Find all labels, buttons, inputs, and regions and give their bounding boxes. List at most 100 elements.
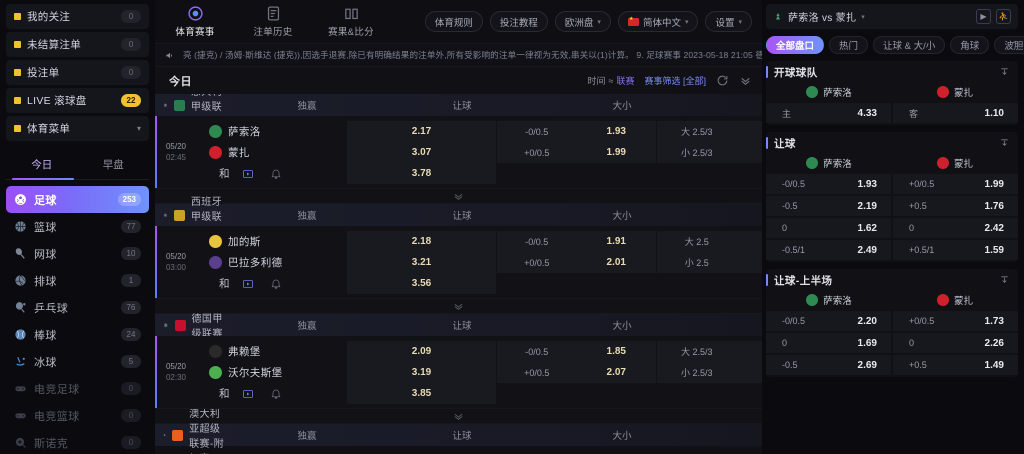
odds-total-under[interactable]: 小 2.5/3 1.95 xyxy=(657,142,762,163)
nav-item-0[interactable]: 体育赛事 xyxy=(167,5,223,38)
market-tab-4[interactable]: 波胆 xyxy=(994,36,1024,54)
odds-handicap-away[interactable]: +0/0.5 2.07 xyxy=(497,362,657,383)
market-header[interactable]: 让球-上半场 xyxy=(766,269,1018,291)
bell-icon[interactable] xyxy=(270,168,282,180)
odds-win-draw[interactable]: 3.56 xyxy=(347,273,497,294)
bell-icon[interactable] xyxy=(163,100,168,110)
video-stream-button[interactable]: ▶ xyxy=(976,9,991,24)
odds-total-over[interactable]: 大 2.5/3 1.87 xyxy=(657,341,762,362)
odds-win-draw[interactable]: 3.78 xyxy=(347,163,497,184)
bell-icon[interactable] xyxy=(163,430,166,440)
quick-link-4[interactable]: 体育菜单 ▾ xyxy=(6,116,149,141)
collapse-all-icon[interactable] xyxy=(739,74,752,87)
odds-handicap-home[interactable]: -0/0.5 1.85 xyxy=(497,341,657,362)
market-odds-cell[interactable]: 0 1.69 xyxy=(766,333,891,353)
odds-total-over[interactable]: 大 2.5/3 1.95 xyxy=(657,121,762,142)
video-stream-icon[interactable] xyxy=(242,168,254,180)
home-team[interactable]: 萨索洛 xyxy=(197,124,347,139)
home-team[interactable]: 弗赖堡 xyxy=(197,344,347,359)
sports-rules-pill[interactable]: 体育规则 xyxy=(424,11,483,32)
odds-handicap-away[interactable]: +0/0.5 1.99 xyxy=(497,142,657,163)
market-tab-1[interactable]: 热门 xyxy=(829,36,869,54)
sidebar-item-baseball[interactable]: 棒球 24 xyxy=(6,321,149,348)
expand-match-button[interactable] xyxy=(155,189,762,204)
odds-win-home[interactable]: 2.18 xyxy=(347,231,497,252)
video-stream-icon[interactable] xyxy=(242,278,254,290)
day-tab-1[interactable]: 早盘 xyxy=(102,159,124,171)
market-odds-cell[interactable]: 客 1.10 xyxy=(893,103,1018,123)
market-tab-3[interactable]: 角球 xyxy=(950,36,990,54)
bell-icon[interactable] xyxy=(163,210,168,220)
nav-item-2[interactable]: 赛果&比分 xyxy=(323,5,379,38)
sidebar-item-snooker[interactable]: 斯诺克 0 xyxy=(6,429,149,454)
refresh-icon[interactable] xyxy=(716,74,729,87)
odds-win-away[interactable]: 3.21 xyxy=(347,252,497,273)
bell-icon[interactable] xyxy=(270,388,282,400)
sidebar-item-esports-basketball[interactable]: 电竞篮球 0 xyxy=(6,402,149,429)
league-header[interactable]: 德国甲级联赛 独赢 让球 大小 xyxy=(155,314,762,340)
away-team[interactable]: 沃尔夫斯堡 xyxy=(197,365,347,380)
pin-icon[interactable] xyxy=(999,275,1010,286)
odds-format-pill[interactable]: 欧洲盘 ▾ xyxy=(554,11,611,32)
sidebar-item-table-tennis[interactable]: 乒乓球 76 xyxy=(6,294,149,321)
sort-toggle[interactable]: 时间 ≈ 联赛 xyxy=(587,74,634,87)
league-header[interactable]: 澳大利亚超级联赛-附加赛独赢 让球 大小 xyxy=(155,409,762,450)
settings-pill[interactable]: 设置 ▾ xyxy=(705,11,752,32)
odds-total-over[interactable]: 大 2.5 2.03 xyxy=(657,231,762,252)
match-row[interactable]: 05/20 02:30 弗赖堡 2.09 -0/0.5 1.85 大 2.5/3 1.87 沃尔… xyxy=(155,336,762,409)
market-odds-cell[interactable]: -0.5 2.19 xyxy=(766,196,891,216)
day-tab-0[interactable]: 今日 xyxy=(31,159,53,171)
odds-total-under[interactable]: 小 2.5/3 2.03 xyxy=(657,362,762,383)
sidebar-item-soccer-ball[interactable]: 足球 253 xyxy=(6,186,149,213)
selected-match-header[interactable]: 萨索洛 vs 蒙扎 ▾ ▶ ⛹ xyxy=(766,4,1018,29)
market-odds-cell[interactable]: 0 1.62 xyxy=(766,218,891,238)
pin-icon[interactable] xyxy=(999,138,1010,149)
market-odds-cell[interactable]: 主 4.33 xyxy=(766,103,891,123)
sidebar-item-basketball[interactable]: 篮球 77 xyxy=(6,213,149,240)
chevron-down-icon[interactable]: ▾ xyxy=(861,13,865,21)
market-odds-cell[interactable]: +0/0.5 1.73 xyxy=(893,311,1018,331)
market-tab-0[interactable]: 全部盘口 xyxy=(766,36,825,54)
bell-icon[interactable] xyxy=(163,320,169,330)
odds-win-away[interactable]: 3.19 xyxy=(347,362,497,383)
league-header[interactable]: 意大利甲级联赛独赢让球大小 xyxy=(155,94,762,128)
away-team[interactable]: 巴拉多利德 xyxy=(197,255,347,270)
expand-match-button[interactable] xyxy=(155,299,762,314)
sidebar-item-esports-soccer[interactable]: 电竞足球 0 xyxy=(6,375,149,402)
market-odds-cell[interactable]: +0.5/1 1.59 xyxy=(893,240,1018,260)
market-odds-cell[interactable]: +0.5 1.49 xyxy=(893,355,1018,375)
market-odds-cell[interactable]: 0 2.42 xyxy=(893,218,1018,238)
odds-total-under[interactable]: 小 2.5 1.87 xyxy=(657,252,762,273)
match-row[interactable]: 05/20 02:45 萨索洛 2.17 -0/0.5 1.93 大 2.5/3 1.95 蒙扎… xyxy=(155,116,762,189)
odds-handicap-home[interactable]: -0/0.5 1.93 xyxy=(497,121,657,142)
market-header[interactable]: 让球 xyxy=(766,132,1018,154)
quick-link-1[interactable]: 未结算注单 0 xyxy=(6,32,149,57)
nav-item-1[interactable]: 注单历史 xyxy=(245,5,301,38)
market-odds-cell[interactable]: -0/0.5 2.20 xyxy=(766,311,891,331)
betting-tutorial-pill[interactable]: 投注教程 xyxy=(489,11,548,32)
market-odds-cell[interactable]: -0.5/1 2.49 xyxy=(766,240,891,260)
league-header[interactable]: 西班牙甲级联赛独赢让球大小 xyxy=(155,197,762,238)
sidebar-item-tennis-racket[interactable]: 网球 10 xyxy=(6,240,149,267)
market-odds-cell[interactable]: +0/0.5 1.99 xyxy=(893,174,1018,194)
market-odds-cell[interactable]: -0/0.5 1.93 xyxy=(766,174,891,194)
match-row[interactable]: 05/20 03:00 加的斯 2.18 -0/0.5 1.91 大 2.5 2.03 巴拉多利… xyxy=(155,226,762,299)
match-list[interactable]: 意大利甲级联赛独赢让球大小05/2002:45萨索洛2.17-0/0.51.93… xyxy=(155,94,762,454)
market-header[interactable]: 开球球队 xyxy=(766,61,1018,83)
quick-link-0[interactable]: 我的关注 0 xyxy=(6,4,149,29)
home-team[interactable]: 加的斯 xyxy=(197,234,347,249)
video-stream-icon[interactable] xyxy=(242,388,254,400)
sidebar-item-ice-hockey[interactable]: 冰球 5 xyxy=(6,348,149,375)
market-odds-cell[interactable]: -0.5 2.69 xyxy=(766,355,891,375)
live-animation-button[interactable]: ⛹ xyxy=(996,9,1011,24)
expand-match-button[interactable] xyxy=(155,409,762,424)
odds-win-away[interactable]: 3.07 xyxy=(347,142,497,163)
odds-handicap-home[interactable]: -0/0.5 1.91 xyxy=(497,231,657,252)
odds-win-home[interactable]: 2.09 xyxy=(347,341,497,362)
market-odds-cell[interactable]: 0 2.26 xyxy=(893,333,1018,353)
quick-link-2[interactable]: 投注单 0 xyxy=(6,60,149,85)
quick-link-3[interactable]: LIVE 滚球盘 22 xyxy=(6,88,149,113)
odds-win-home[interactable]: 2.17 xyxy=(347,121,497,142)
chevron-down-icon[interactable]: ▾ xyxy=(136,124,141,133)
market-tab-2[interactable]: 让球 & 大/小 xyxy=(873,36,946,54)
